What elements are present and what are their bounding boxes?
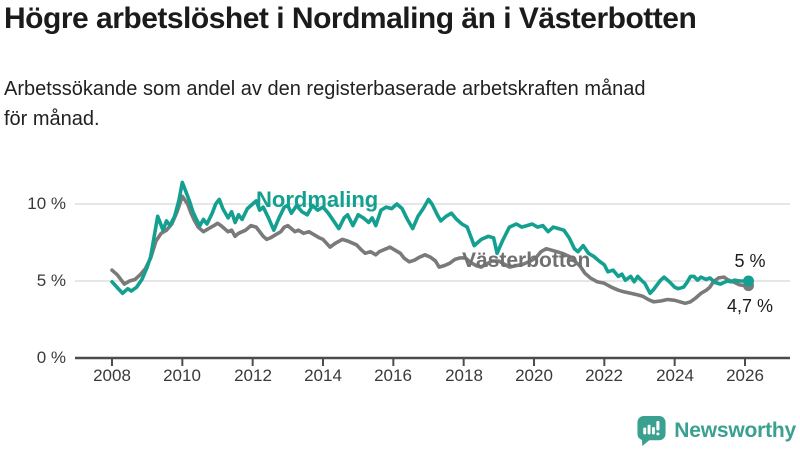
newsworthy-logo-icon — [637, 415, 666, 446]
x-axis-label-2014: 2014 — [304, 366, 342, 385]
x-axis-label-2026: 2026 — [726, 366, 764, 385]
line-västerbotten — [110, 194, 751, 306]
y-axis-label-0: 0 % — [36, 348, 66, 367]
y-axis-label-5: 5 % — [36, 271, 66, 290]
line-nordmaling — [110, 180, 751, 296]
newsworthy-logo: Newsworthy — [636, 414, 796, 447]
logo-bar-3 — [652, 427, 656, 435]
x-axis-label-2012: 2012 — [234, 366, 272, 385]
newsworthy-logo-text: Newsworthy — [674, 418, 796, 442]
logo-bar-1 — [643, 427, 647, 435]
x-axis-label-2020: 2020 — [515, 366, 553, 385]
x-axis-label-2008: 2008 — [93, 366, 131, 385]
logo-exclamation-rod — [656, 420, 660, 431]
series-label-nordmaling: Nordmaling — [256, 187, 379, 212]
page-title: Högre arbetslöshet i Nordmaling än i Väs… — [4, 2, 697, 35]
logo-exclamation-dot — [656, 432, 660, 436]
series-label-vasterbotten: Västerbotten — [462, 249, 591, 272]
end-dot-nordmaling — [743, 275, 754, 287]
end-value-label-nordmaling: 5 % — [734, 251, 766, 271]
y-axis-label-10: 10 % — [27, 194, 66, 213]
subtitle-line-2: för månad. — [4, 108, 100, 130]
x-axis-label-2018: 2018 — [445, 366, 483, 385]
x-axis-label-2024: 2024 — [656, 366, 694, 385]
end-value-label-vasterbotten: 4,7 % — [726, 296, 774, 316]
x-axis-label-2022: 2022 — [585, 366, 623, 385]
logo-bar-2 — [647, 424, 651, 435]
page-subtitle: Arbetssökande som andel av den registerb… — [4, 74, 774, 134]
subtitle-line-1: Arbetssökande som andel av den registerb… — [4, 78, 646, 100]
x-axis-label-2016: 2016 — [374, 366, 412, 385]
x-axis-label-2010: 2010 — [163, 366, 201, 385]
